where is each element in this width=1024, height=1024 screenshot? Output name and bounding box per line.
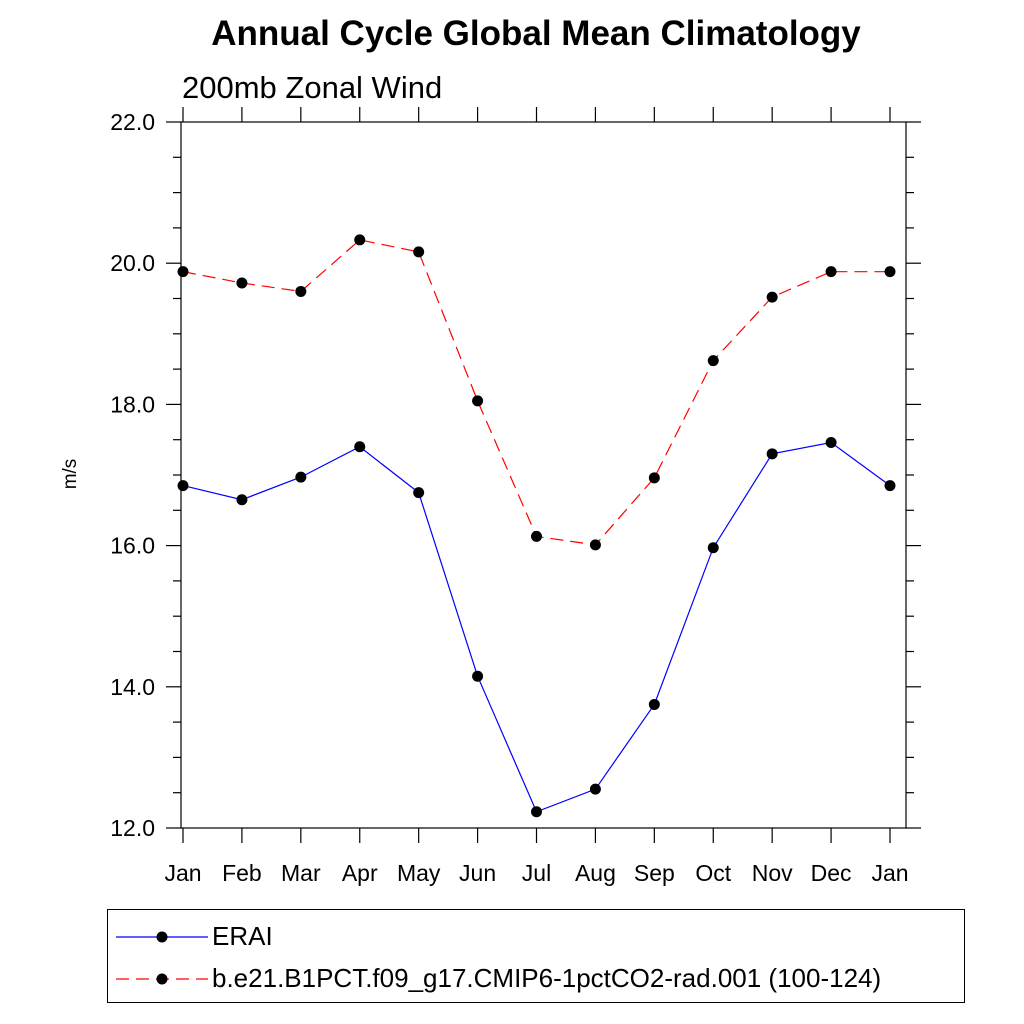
data-point — [589, 539, 601, 551]
y-axis-label: m/s — [60, 459, 81, 490]
data-point — [825, 437, 837, 449]
chart-title: Annual Cycle Global Mean Climatology — [211, 14, 861, 53]
legend-marker-erai — [156, 931, 168, 943]
x-tick-label: Aug — [575, 860, 616, 886]
legend-label-model: b.e21.B1PCT.f09_g17.CMIP6-1pctCO2-rad.00… — [212, 963, 882, 993]
series-lines — [182, 239, 891, 813]
x-tick-label: Mar — [281, 860, 321, 886]
data-point — [236, 277, 248, 289]
data-point — [531, 806, 542, 818]
data-point — [177, 480, 189, 492]
series-points — [177, 234, 896, 818]
x-tick-label: Jul — [522, 860, 551, 886]
legend-swatches — [116, 931, 208, 985]
data-point — [236, 494, 248, 506]
data-point — [177, 266, 189, 278]
data-point — [884, 480, 896, 492]
x-tick-label: Jan — [871, 860, 908, 886]
legend: ERAI b.e21.B1PCT.f09_g17.CMIP6-1pctCO2-r… — [107, 909, 965, 1003]
axis-ticks: 12.0 14.0 16.0 18.0 20.0 22.0 Jan Feb Mar Apr May J… — [110, 107, 921, 886]
data-point — [295, 471, 307, 483]
y-tick-label: 16.0 — [110, 533, 155, 559]
legend-marker-model — [156, 973, 168, 985]
chart-subtitle: 200mb Zonal Wind — [182, 70, 443, 105]
data-point — [648, 472, 660, 484]
x-tick-label: Sep — [634, 860, 675, 886]
x-tick-label: May — [397, 860, 441, 886]
y-tick-label: 12.0 — [110, 815, 155, 841]
data-point — [825, 266, 837, 278]
data-point — [472, 395, 484, 407]
data-point — [884, 266, 896, 278]
data-point — [707, 355, 719, 367]
data-point — [354, 234, 366, 246]
series-line-0 — [182, 441, 891, 813]
data-point — [707, 542, 719, 554]
data-point — [766, 448, 778, 460]
series-line-1 — [182, 239, 890, 546]
y-tick-label: 22.0 — [110, 109, 155, 135]
y-tick-label: 14.0 — [110, 674, 155, 700]
x-tick-label: Feb — [222, 860, 262, 886]
x-tick-label: Jan — [164, 860, 201, 886]
x-tick-label: Oct — [695, 860, 731, 886]
data-point — [413, 246, 425, 258]
x-tick-label: Dec — [811, 860, 852, 886]
data-point — [531, 530, 542, 542]
x-tick-label: Nov — [752, 860, 793, 886]
plot-frame — [180, 121, 907, 829]
data-point — [354, 441, 366, 453]
data-point — [295, 285, 307, 297]
x-tick-label: Jun — [459, 860, 496, 886]
data-point — [472, 670, 484, 682]
data-point — [648, 698, 660, 710]
y-tick-label: 20.0 — [110, 250, 155, 276]
y-tick-label: 18.0 — [110, 391, 155, 417]
data-point — [766, 291, 778, 303]
legend-label-erai: ERAI — [212, 921, 273, 951]
x-tick-label: Apr — [342, 860, 378, 886]
data-point — [589, 783, 601, 795]
data-point — [413, 487, 425, 499]
